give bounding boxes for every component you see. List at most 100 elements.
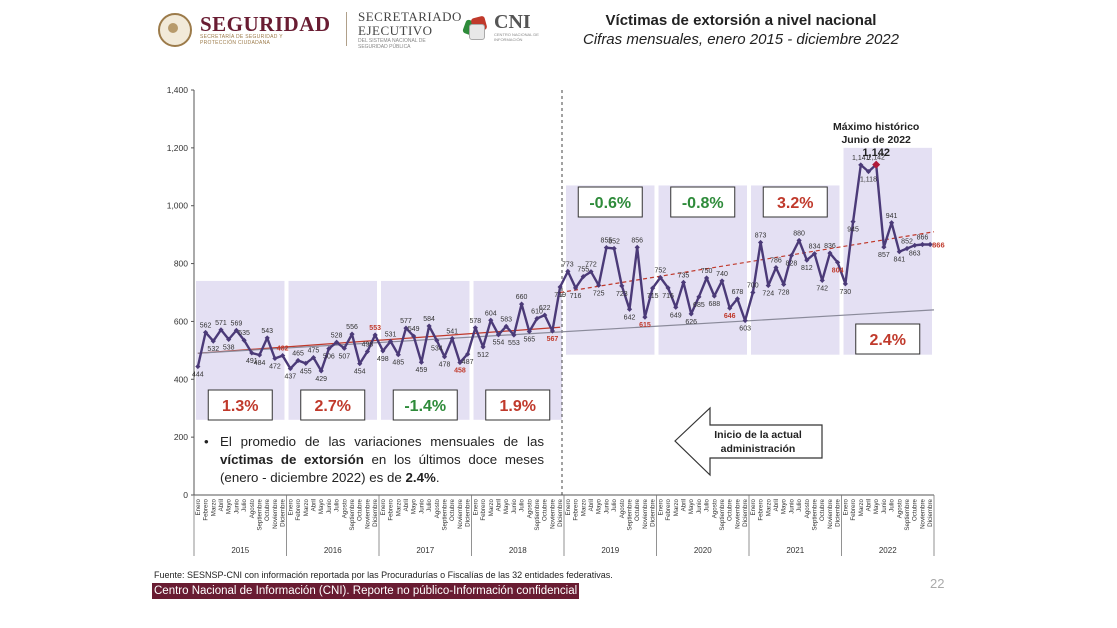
- data-point: [295, 357, 301, 364]
- x-tick-label: Octubre: [634, 498, 641, 521]
- trend-line-2019-2022: [560, 231, 935, 294]
- cni-title: CNI: [494, 11, 531, 33]
- variation-label: 2.7%: [315, 398, 351, 415]
- data-label: 604: [485, 310, 497, 317]
- data-point: [434, 337, 440, 344]
- x-tick-label: Noviembre: [827, 498, 834, 528]
- data-label: 459: [416, 367, 428, 374]
- data-label: 945: [847, 227, 859, 234]
- x-tick-label: Mayo: [226, 498, 233, 514]
- x-tick-label: Marzo: [395, 498, 402, 516]
- data-label: 610: [531, 309, 543, 316]
- data-label: 507: [338, 353, 350, 360]
- data-label: 549: [408, 326, 420, 333]
- data-label: 444: [192, 372, 204, 379]
- data-label: 880: [793, 230, 805, 237]
- data-point: [750, 289, 756, 296]
- x-tick-label: Noviembre: [919, 498, 926, 528]
- data-point: [611, 245, 617, 252]
- data-point: [719, 278, 725, 284]
- variation-box: [392, 389, 458, 421]
- x-tick-label: Mayo: [411, 498, 418, 514]
- y-tick-label: 0: [183, 490, 188, 500]
- x-tick-label: Abril: [403, 499, 410, 511]
- data-point: [334, 339, 340, 345]
- x-tick-label: Junio: [233, 498, 240, 513]
- left-arrow-icon: [674, 406, 823, 477]
- data-label: 834: [809, 244, 821, 251]
- data-label: 498: [377, 356, 389, 363]
- note-text-1: El promedio de las variaciones mensuales…: [220, 434, 544, 449]
- trend-line-overall: [197, 309, 935, 354]
- x-tick-label: Marzo: [488, 498, 495, 516]
- data-point: [804, 257, 810, 263]
- x-tick-label: Febrero: [665, 498, 672, 520]
- year-label: 2021: [786, 546, 804, 555]
- page-number: 22: [930, 576, 945, 591]
- data-point: [727, 305, 733, 311]
- x-tick-label: Junio: [326, 498, 333, 513]
- data-point: [734, 296, 741, 302]
- x-tick-label: Abril: [865, 499, 872, 511]
- data-label: 873: [755, 232, 767, 239]
- y-tick-label: 1,200: [167, 143, 189, 153]
- data-point: [480, 344, 486, 350]
- data-point: [619, 283, 625, 289]
- x-tick-label: Noviembre: [642, 498, 649, 528]
- bullet-icon: •: [204, 434, 209, 449]
- year-label: 2015: [231, 546, 249, 555]
- data-label: 772: [585, 262, 597, 269]
- max-annotation-line-2: Junio de 2022: [841, 134, 911, 146]
- data-label: 538: [223, 344, 235, 351]
- data-label: 603: [739, 326, 751, 333]
- data-point: [534, 315, 540, 322]
- data-point: [372, 332, 378, 338]
- data-point: [380, 348, 386, 354]
- data-point: [387, 338, 394, 344]
- data-point: [526, 328, 532, 335]
- max-annotation-line-1: Máximo histórico: [833, 121, 919, 133]
- data-point: [349, 331, 355, 337]
- data-label: 688: [708, 301, 720, 308]
- year-label: 2017: [416, 546, 434, 555]
- x-tick-label: Diciembre: [557, 498, 564, 526]
- data-point: [226, 336, 232, 342]
- x-tick-label: Abril: [218, 499, 225, 511]
- data-point: [742, 317, 748, 324]
- x-tick-label: Noviembre: [272, 498, 279, 528]
- data-label: 716: [662, 293, 674, 300]
- data-point: [634, 244, 640, 250]
- data-label: 534: [431, 346, 443, 353]
- chart-title: Víctimas de extorsión a nivel nacional: [605, 12, 877, 29]
- variation-box: [762, 186, 828, 218]
- x-tick-label: Enero: [657, 498, 664, 515]
- x-tick-label: Junio: [603, 498, 610, 513]
- x-tick-label: Septiembre: [442, 498, 449, 530]
- x-tick-label: Septiembre: [904, 498, 911, 530]
- x-tick-label: Marzo: [303, 498, 310, 516]
- y-tick-label: 200: [174, 432, 188, 442]
- data-point: [835, 259, 841, 266]
- data-label: 715: [647, 293, 659, 300]
- data-point: [303, 360, 309, 366]
- callout-line-2: administración: [720, 443, 796, 455]
- data-point: [256, 352, 263, 358]
- data-label: 571: [215, 320, 227, 327]
- header-divider: [346, 12, 347, 46]
- data-point: [757, 239, 764, 246]
- data-label: 496: [362, 342, 374, 349]
- y-tick-label: 1,400: [167, 85, 189, 95]
- x-tick-label: Diciembre: [465, 498, 472, 526]
- data-label: 773: [562, 261, 574, 268]
- x-tick-label: Junio: [418, 498, 425, 513]
- x-tick-label: Junio: [696, 498, 703, 513]
- x-tick-label: Septiembre: [812, 498, 819, 530]
- year-label: 2020: [694, 546, 712, 555]
- x-tick-label: Septiembre: [627, 498, 634, 530]
- x-tick-label: Marzo: [858, 498, 865, 516]
- data-label: 742: [816, 285, 828, 292]
- sesnsp-logo: SECRETARIADO EJECUTIVO del Sistema Nacio…: [358, 10, 462, 51]
- data-label: 1,141: [852, 155, 870, 162]
- x-tick-label: Febrero: [480, 498, 487, 520]
- variation-label: 1.9%: [500, 398, 536, 415]
